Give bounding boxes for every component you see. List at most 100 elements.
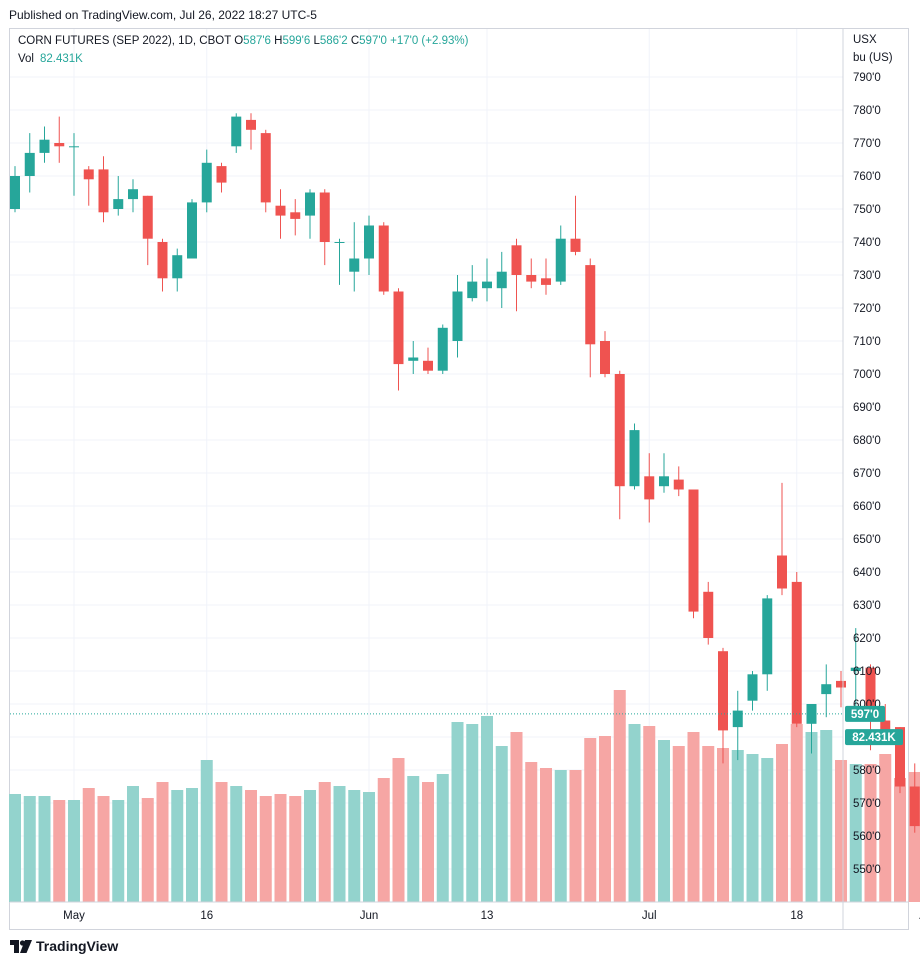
volume-bar [790, 724, 803, 902]
unit-label: bu (US) [853, 52, 893, 64]
open-value: 587'6 [243, 35, 271, 47]
high-value: 599'6 [282, 35, 311, 47]
volume-bar [156, 782, 169, 902]
volume-bar [9, 794, 21, 902]
volume-bar [776, 744, 788, 902]
volume-bar [849, 764, 862, 902]
y-tick-label: 720'0 [853, 303, 881, 315]
change-value: +17'0 (+2.93%) [390, 35, 469, 47]
candle-body [644, 476, 655, 500]
open-label: O [234, 35, 244, 47]
candle-body [880, 720, 891, 731]
volume-bar [643, 726, 656, 902]
candle-body [909, 786, 920, 827]
volume-bar [820, 730, 833, 902]
volume-bar [422, 782, 434, 902]
volume-bar [569, 770, 582, 902]
volume-bar [23, 796, 36, 902]
candle-body [600, 341, 610, 374]
volume-bar [200, 760, 213, 902]
tradingview-logo-icon [10, 939, 32, 953]
x-tick-label: 18 [790, 910, 803, 922]
candle-body [629, 430, 640, 487]
candle-body [290, 212, 301, 219]
candle-body [349, 258, 360, 272]
candle-body [718, 651, 728, 731]
volume-value: 82.431K [40, 53, 83, 65]
volume-bar [835, 760, 847, 902]
volume-bar [495, 746, 508, 902]
volume-bar [687, 732, 700, 902]
volume-bar [672, 746, 685, 902]
last-price-tag [845, 705, 885, 722]
y-tick-label: 660'0 [853, 501, 881, 513]
y-tick-label: 700'0 [853, 369, 881, 381]
candle-body [467, 281, 478, 299]
volume-bar [746, 754, 759, 902]
candle-body [319, 192, 330, 242]
candle-body [895, 727, 905, 787]
candle-body [393, 291, 404, 365]
candle-body [423, 360, 433, 371]
candle-body [231, 116, 242, 147]
volume-bar [525, 762, 538, 902]
candle-body [673, 479, 684, 490]
y-tick-label: 670'0 [853, 468, 881, 480]
volume-bar [274, 794, 287, 902]
volume-bar [879, 754, 892, 902]
volume-tag-text: 82.431K [852, 732, 896, 744]
candle-body [216, 166, 227, 183]
volume-bar [540, 768, 552, 902]
candle-body [614, 374, 625, 487]
volume-bar [186, 788, 198, 902]
candle-body [305, 192, 315, 216]
volume-bar [53, 800, 66, 902]
volume-bar [127, 786, 139, 902]
volume-bar [82, 788, 95, 902]
volume-bar [702, 746, 715, 902]
last-price-tag-text: 597'0 [851, 709, 879, 721]
candle-body [69, 146, 79, 148]
y-tick-label: 550'0 [853, 864, 881, 876]
x-tick-label: Jun [360, 910, 379, 922]
symbol-legend: CORN FUTURES (SEP 2022), 1D, CBOT O587'6… [18, 35, 468, 47]
close-label: C [350, 35, 360, 47]
candle-body [187, 202, 197, 259]
x-tick-label: May [63, 910, 85, 922]
candle-body [246, 119, 256, 130]
symbol-title: CORN FUTURES (SEP 2022), 1D, CBOT [18, 35, 232, 47]
y-tick-label: 650'0 [853, 534, 881, 546]
y-tick-label: 770'0 [853, 138, 881, 150]
price-axis: 550'0560'0570'0580'0590'0600'0610'0620'0… [853, 72, 881, 876]
y-tick-label: 560'0 [853, 831, 881, 843]
y-tick-label: 640'0 [853, 567, 881, 579]
candle-body [452, 291, 463, 341]
volume-bar [584, 738, 597, 902]
volume-bar [805, 732, 818, 902]
candle-body [777, 555, 787, 589]
brand-name: TradingView [36, 938, 119, 954]
volume-bar [731, 750, 744, 902]
y-tick-label: 740'0 [853, 237, 881, 249]
candle-body [850, 667, 861, 671]
candle-body [10, 176, 20, 209]
volume-bar [38, 796, 51, 902]
y-tick-label: 610'0 [853, 666, 881, 678]
candle-body [511, 245, 522, 275]
volume-bar [171, 790, 184, 902]
candle-body [732, 710, 743, 728]
candle-body [24, 152, 35, 176]
candle-body [113, 199, 124, 209]
chart-frame[interactable] [9, 28, 909, 930]
y-tick-label: 730'0 [853, 270, 881, 282]
price-candles [10, 113, 920, 833]
currency-label: USX [853, 34, 877, 46]
y-tick-label: 680'0 [853, 435, 881, 447]
candle-body [496, 271, 507, 289]
volume-bar [141, 798, 154, 902]
volume-bar [377, 778, 390, 902]
tradingview-logo[interactable]: TradingView [10, 938, 118, 954]
candle-body [54, 143, 65, 147]
y-tick-label: 760'0 [853, 171, 881, 183]
